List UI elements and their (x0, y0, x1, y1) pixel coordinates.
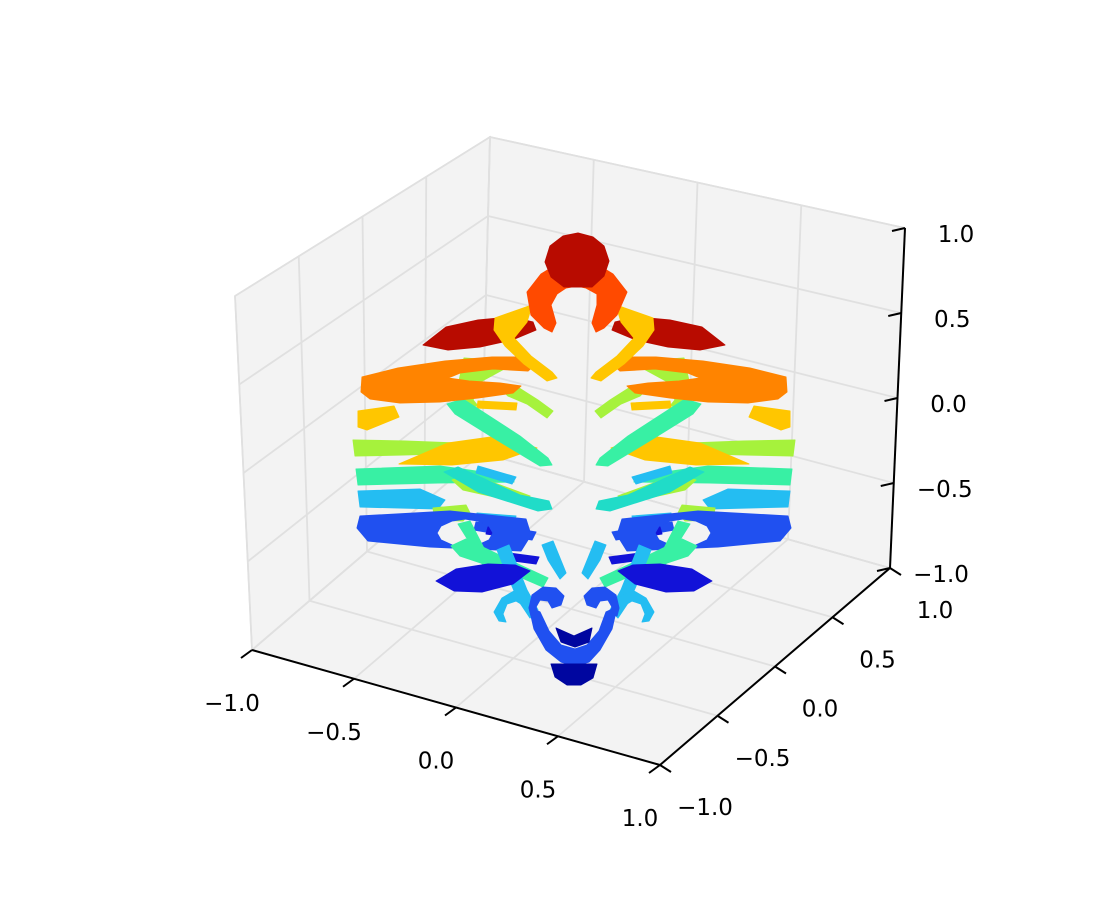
z-tick (876, 567, 891, 572)
y-tick (659, 764, 672, 773)
contour-band-gold-wedge (748, 405, 791, 431)
contour-band-navy-petal (617, 563, 713, 593)
y-tick-label: −1.0 (677, 795, 733, 821)
y-tick (831, 616, 845, 626)
contour-band-crab-hook-left (528, 586, 565, 617)
x-tick-label: 1.0 (622, 806, 659, 832)
contour-band-sky-band (357, 488, 446, 510)
contour-band-big-orange (360, 356, 537, 404)
x-tick (444, 706, 457, 717)
contour-band-gy-fang-up (502, 385, 554, 419)
contour-band-navy-smile (555, 627, 593, 648)
z-tick (880, 482, 894, 487)
contour-band-spring-fang-big (595, 398, 702, 467)
contour-band-big-orange (611, 356, 788, 404)
y-tick (716, 714, 730, 724)
z-tick (884, 397, 898, 402)
y-tick (774, 665, 787, 675)
contour-band-cyan-fang-inner (581, 540, 607, 580)
contour-band-gold-wedge (357, 405, 400, 431)
contour-band-gold-wing (493, 304, 558, 382)
contour-band-crab-hook-right (583, 586, 620, 617)
contour-band-navy-blob (550, 663, 598, 686)
contour-band-turquoise-fang (443, 466, 553, 512)
contour-band-cyan-fang-inner (541, 540, 567, 580)
x-tick-label: 0.5 (520, 777, 557, 803)
contour-band-navy-petal (435, 563, 531, 593)
contour-band-sky-sliver (631, 465, 673, 485)
contour-band-gold-sliver (630, 400, 672, 411)
z-tick (888, 312, 902, 317)
contour-band-cyan-curl (493, 590, 532, 623)
grid-line (366, 550, 776, 668)
x-tick (546, 735, 559, 746)
contour-band-cyan-curl (616, 590, 655, 623)
tick-labels: −1.0−0.50.00.51.0 −1.0−0.50.00.51.0−1.0−0… (204, 222, 974, 832)
x-tick-label: −1.0 (204, 691, 260, 717)
z-tick-label: 1.0 (938, 222, 975, 248)
y-tick-label: 1.0 (917, 598, 954, 624)
x-tick (240, 649, 253, 659)
grid-line (238, 215, 489, 386)
contour-band-gold-sliver (476, 400, 518, 411)
grid-line (557, 538, 789, 737)
contour-bands (352, 232, 796, 686)
contour-band-sky-sliver (475, 465, 517, 485)
grid-line (234, 136, 491, 297)
y-tick-label: 0.0 (802, 697, 839, 723)
z-tick-label: −1.0 (913, 562, 969, 588)
y-tick-label: 0.5 (859, 647, 896, 673)
axis-lines (240, 227, 906, 774)
contour-band-darkred-cap (544, 232, 610, 288)
z-tick (891, 227, 906, 232)
x-tick-label: −0.5 (306, 720, 362, 746)
contour-band-sky-band (702, 488, 791, 510)
contour-band-turquoise-fang (595, 466, 705, 512)
grid-line (487, 215, 902, 314)
z-tick-label: −0.5 (917, 477, 973, 503)
y-tick-label: −0.5 (735, 746, 791, 772)
x-tick (342, 677, 355, 688)
grid-line (489, 136, 906, 229)
x-tick (648, 764, 661, 774)
contour-band-gy-fang-up (594, 385, 646, 419)
x-tick-label: 0.0 (418, 749, 455, 775)
z-tick-label: 0.5 (934, 307, 971, 333)
z-tick-label: 0.0 (930, 392, 967, 418)
contour-band-spring-fang-big (446, 398, 553, 467)
grid-line (481, 136, 491, 454)
contour-band-gold-wing (590, 304, 655, 382)
y-tick (889, 567, 902, 576)
